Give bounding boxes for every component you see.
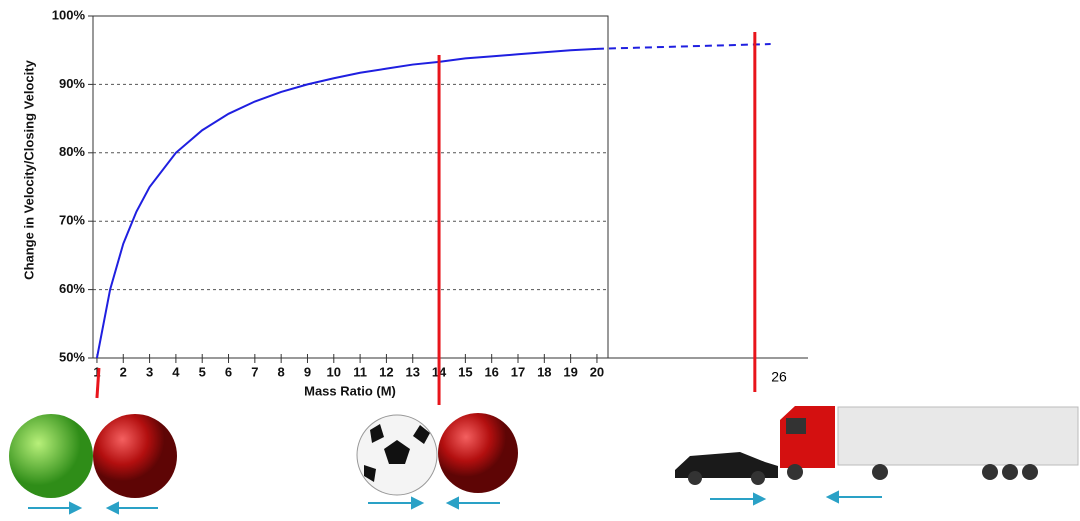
x-tick-label: 3 [146, 364, 153, 379]
green-ball [9, 414, 93, 498]
red-ball [438, 413, 518, 493]
x-tick-label: 15 [458, 364, 472, 379]
x-tick-label: 16 [484, 364, 498, 379]
y-tick-label: 70% [59, 213, 85, 228]
x-tick-label: 20 [590, 364, 604, 379]
x-tick-label: 18 [537, 364, 551, 379]
data-line [596, 43, 771, 50]
x-tick-label: 6 [225, 364, 232, 379]
x-tick-label: 5 [199, 364, 206, 379]
y-tick-label: 100% [52, 7, 86, 22]
y-tick-label: 90% [59, 76, 85, 91]
marker-line [95, 367, 101, 399]
marker-annotation: 26 [771, 369, 787, 385]
x-tick-label: 12 [379, 364, 393, 379]
x-tick-label: 19 [563, 364, 577, 379]
x-tick-label: 10 [327, 364, 341, 379]
x-tick-label: 2 [120, 364, 127, 379]
x-tick-label: 9 [304, 364, 311, 379]
x-tick-label: 17 [511, 364, 525, 379]
x-tick-label: 8 [278, 364, 285, 379]
x-tick-label: 13 [406, 364, 420, 379]
x-tick-label: 7 [251, 364, 258, 379]
y-tick-label: 60% [59, 281, 85, 296]
truck-trailer [837, 406, 1079, 466]
car [675, 452, 778, 478]
red-ball [93, 414, 177, 498]
y-tick-label: 80% [59, 144, 85, 159]
y-axis-title: Change in Velocity/Closing Velocity [21, 59, 36, 279]
pictures [9, 406, 1079, 515]
y-tick-label: 50% [59, 349, 85, 364]
x-axis-title: Mass Ratio (M) [304, 383, 396, 398]
data-line [95, 47, 597, 359]
truck-cab [780, 406, 835, 468]
x-tick-label: 1 [93, 364, 100, 379]
x-tick-label: 4 [172, 364, 180, 379]
x-tick-label: 11 [353, 364, 367, 379]
plot-frame [92, 15, 609, 358]
